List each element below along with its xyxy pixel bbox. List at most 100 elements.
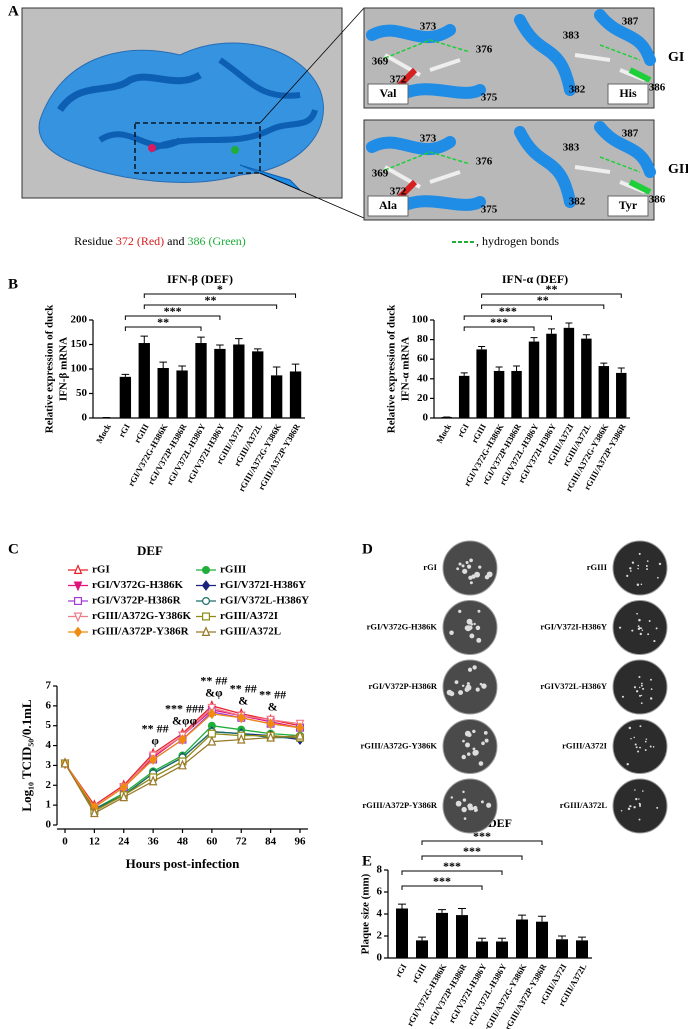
error-bar: [253, 348, 262, 352]
plaque: [461, 684, 465, 688]
plaque-label: rGI/V372P-H386R: [369, 681, 438, 691]
plaque: [473, 622, 476, 626]
residue-number: 373: [420, 133, 437, 145]
plaque-label: rGI: [423, 562, 437, 572]
y-tick-label: 2: [377, 930, 383, 942]
plaque: [477, 609, 481, 613]
y-tick-label: 200: [71, 314, 88, 326]
genotype-label: GI: [668, 50, 684, 65]
error-bar: [565, 322, 573, 328]
plaque: [635, 746, 638, 749]
plaque: [466, 564, 472, 569]
error-bar: [478, 937, 486, 942]
residue-number: 386: [649, 194, 666, 206]
plaque: [458, 562, 462, 566]
legend-marker: [201, 580, 211, 591]
plaque: [462, 568, 468, 574]
plaque-label: rGIII/A372I: [562, 740, 608, 750]
bar: [516, 919, 528, 958]
error-bar: [197, 336, 205, 344]
bar: [289, 371, 302, 418]
plaque: [639, 725, 642, 728]
plaque: [478, 761, 484, 766]
significance-label: ***: [164, 304, 182, 318]
plaque: [637, 567, 639, 570]
y-axis-label: IFN-α mRNA: [400, 337, 412, 402]
plaque: [465, 561, 469, 565]
plaque: [472, 747, 476, 751]
plaque: [627, 807, 631, 811]
plaque: [449, 630, 454, 635]
caption-part: Residue: [74, 234, 113, 248]
error-bar: [438, 909, 446, 913]
y-tick-label: 60: [417, 353, 429, 365]
error-bar: [272, 366, 281, 376]
error-bar: [538, 915, 546, 922]
bar: [157, 368, 169, 418]
plaque: [644, 749, 647, 751]
genotype-label: GIII: [668, 162, 688, 177]
plaque: [652, 746, 655, 748]
x-tick-label: rGIII: [410, 961, 429, 984]
legend-label: rGIII/A372I: [220, 610, 278, 622]
annotation: &: [268, 700, 278, 714]
significance-label: *: [217, 282, 223, 296]
y-tick-label: 0: [423, 412, 429, 424]
y-tick-label: 7: [46, 680, 52, 692]
annotation: ** ##: [200, 674, 227, 688]
plaque-label: rGIII: [587, 562, 608, 572]
plaque: [658, 562, 662, 566]
error-bar: [617, 367, 625, 373]
plaque: [630, 737, 632, 740]
x-tick-label: 60: [206, 836, 218, 848]
hbond-legend: , hydrogen bonds: [476, 234, 559, 248]
y-tick-label: 50: [76, 387, 88, 399]
x-tick-label: 48: [177, 836, 189, 848]
marker: [90, 807, 99, 818]
bar: [576, 940, 588, 958]
x-tick-label: 96: [295, 836, 307, 848]
marker: [60, 757, 70, 768]
plaque: [637, 564, 640, 567]
plaque-well: [612, 540, 668, 596]
caption-part: and: [167, 234, 184, 248]
error-bar: [291, 363, 300, 372]
plaque: [466, 752, 471, 756]
residue-name: Tyr: [619, 198, 638, 212]
error-bar: [121, 373, 130, 377]
plaque-well: [612, 719, 668, 774]
plaque: [628, 726, 632, 730]
structure-detail-gi: [363, 7, 656, 109]
legend-marker: [202, 612, 211, 621]
y-tick-label: 1: [46, 799, 52, 811]
plaque: [638, 694, 641, 697]
plaque: [450, 796, 454, 799]
bar: [616, 372, 627, 418]
residue-name: His: [619, 86, 637, 100]
y-tick-label: 20: [417, 392, 429, 404]
marker: [266, 731, 275, 742]
plaque: [463, 817, 467, 820]
residue-number: 387: [622, 128, 639, 140]
residue-name: Val: [380, 86, 398, 100]
significance-bracket: [421, 840, 543, 845]
caption-part: 372 (Red): [116, 234, 164, 248]
significance-label: **: [537, 293, 549, 307]
bar: [563, 327, 575, 418]
plaque: [638, 675, 641, 679]
annotation: φ: [151, 733, 159, 747]
legend-label: rGIII: [220, 564, 246, 576]
plaque: [639, 746, 641, 749]
plaque: [461, 806, 467, 813]
plaque: [456, 567, 460, 571]
plaque: [469, 633, 475, 639]
y-tick-label: 4: [377, 908, 383, 920]
error-bar: [547, 328, 555, 334]
plaque: [481, 741, 485, 746]
plaque: [631, 561, 635, 564]
plaque: [653, 639, 656, 643]
plaque: [472, 665, 477, 670]
residue-number: 376: [476, 44, 493, 56]
significance-label: ***: [490, 315, 508, 329]
